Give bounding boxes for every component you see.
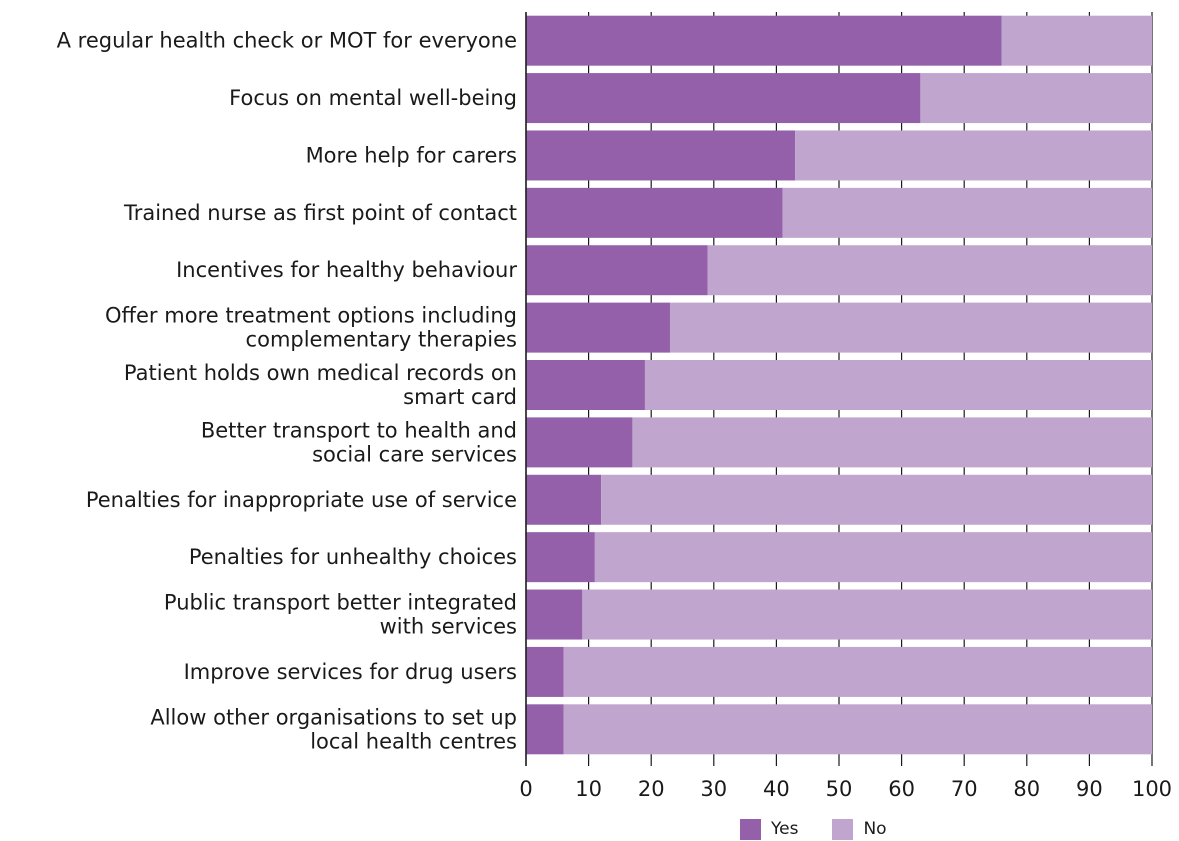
category-label: Penalties for inappropriate use of servi… [86,488,517,512]
x-tick-label: 30 [700,777,727,801]
category-label: Better transport to health and social car… [201,418,517,466]
x-tick-label: 50 [826,777,853,801]
x-tick-label: 90 [1076,777,1103,801]
x-axis-tick-labels: 0 10 20 30 40 50 60 70 80 90 100 [519,777,1172,801]
bars [526,15,1152,755]
x-tick-label: 60 [888,777,915,801]
bar-no-3 [782,187,1152,238]
x-tick-label: 20 [638,777,665,801]
bar-no-9 [594,532,1152,583]
bar-yes-9 [526,532,595,583]
bar-yes-10 [526,589,583,640]
bar-no-2 [795,130,1152,181]
bar-no-8 [601,474,1152,525]
bar-no-10 [582,589,1152,640]
legend: Yes No [740,818,921,840]
legend-swatch-no [832,818,854,840]
category-label: Penalties for unhealthy choices [189,545,517,569]
legend-swatch-yes [740,818,761,840]
category-label: More help for carers [306,143,517,167]
bar-yes-3 [526,187,783,238]
bar-no-0 [1001,15,1152,66]
x-tick-label: 10 [575,777,602,801]
bar-no-12 [563,704,1152,755]
category-label: Trained nurse as first point of contact [123,201,517,225]
x-tick-label: 0 [519,777,532,801]
bar-yes-11 [526,646,564,697]
legend-label-yes: Yes [771,819,799,839]
bar-no-6 [644,360,1152,410]
legend-label-no: No [863,819,887,839]
bar-yes-7 [526,417,633,468]
bar-yes-6 [526,360,645,410]
category-label: A regular health check or MOT for everyo… [57,29,517,53]
category-label: Improve services for drug users [184,660,517,684]
category-label: Allow other organisations to set up local… [150,705,517,753]
x-tick-label: 100 [1132,777,1172,801]
bar-no-4 [707,245,1152,296]
bar-no-1 [920,73,1152,124]
x-tick-label: 40 [763,777,790,801]
bar-yes-12 [526,704,564,755]
bar-yes-2 [526,130,796,181]
category-label: Public transport better integrated with s… [164,591,517,639]
category-label: Focus on mental well-being [229,86,517,110]
bar-no-5 [669,302,1152,353]
category-label: Incentives for healthy behaviour [176,258,517,282]
category-label: Offer more treatment options including co… [105,304,517,352]
legend-item-yes: Yes [740,818,799,840]
bar-yes-0 [526,15,1002,66]
bar-no-11 [563,646,1152,697]
bar-yes-8 [526,474,602,525]
bar-yes-4 [526,245,708,296]
bar-yes-5 [526,302,670,353]
bar-yes-1 [526,73,921,124]
category-labels: A regular health check or MOT for everyo… [57,29,518,754]
x-tick-label: 70 [951,777,978,801]
bar-no-7 [632,417,1152,468]
category-label: Patient holds own medical records on smar… [124,361,517,409]
legend-item-no: No [832,818,887,840]
x-tick-label: 80 [1013,777,1040,801]
